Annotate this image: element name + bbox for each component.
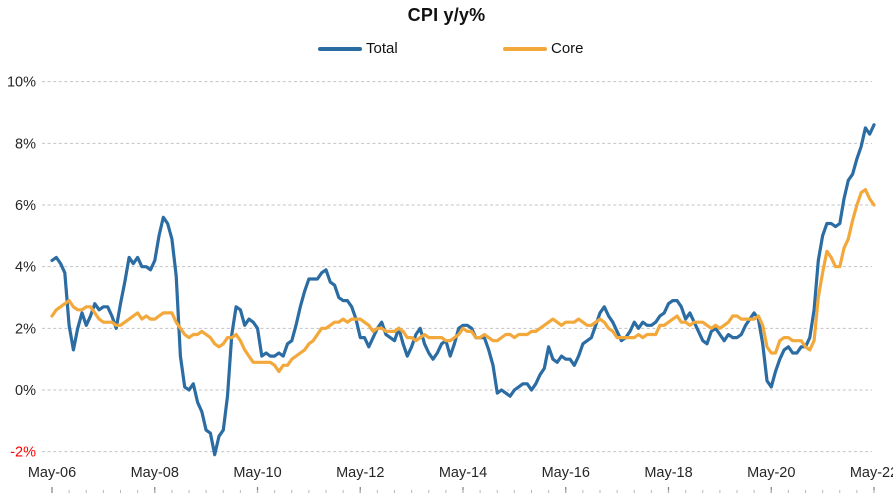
x-axis-label: May-14 <box>439 465 487 481</box>
x-axis-label: May-08 <box>131 465 179 481</box>
total-series-swatch <box>318 47 362 51</box>
x-axis-label: May-06 <box>28 465 76 481</box>
y-axis-label: 8% <box>15 136 36 152</box>
y-axis-label: 6% <box>15 198 36 214</box>
core-series-line <box>50 188 876 374</box>
y-axis-label: 2% <box>15 321 36 337</box>
legend-label-core: Core <box>551 40 584 57</box>
legend-item-total: Total <box>318 40 398 58</box>
y-axis-label: -2% <box>10 445 36 461</box>
total-series-line <box>50 123 876 457</box>
legend: Total Core <box>0 40 893 58</box>
legend-label-total: Total <box>366 40 398 57</box>
chart-title: CPI y/y% <box>407 5 486 25</box>
x-axis-label: May-22 <box>850 465 893 481</box>
x-axis-label: May-18 <box>644 465 692 481</box>
x-axis-label: May-16 <box>542 465 590 481</box>
core-series-swatch <box>503 47 547 51</box>
x-axis-label: May-20 <box>747 465 795 481</box>
x-axis-label: May-10 <box>233 465 281 481</box>
y-axis-label: 10% <box>7 75 36 91</box>
x-axis-label: May-12 <box>336 465 384 481</box>
y-axis-label: 4% <box>15 260 36 276</box>
y-axis-label: 0% <box>15 383 36 399</box>
legend-item-core: Core <box>503 40 584 58</box>
